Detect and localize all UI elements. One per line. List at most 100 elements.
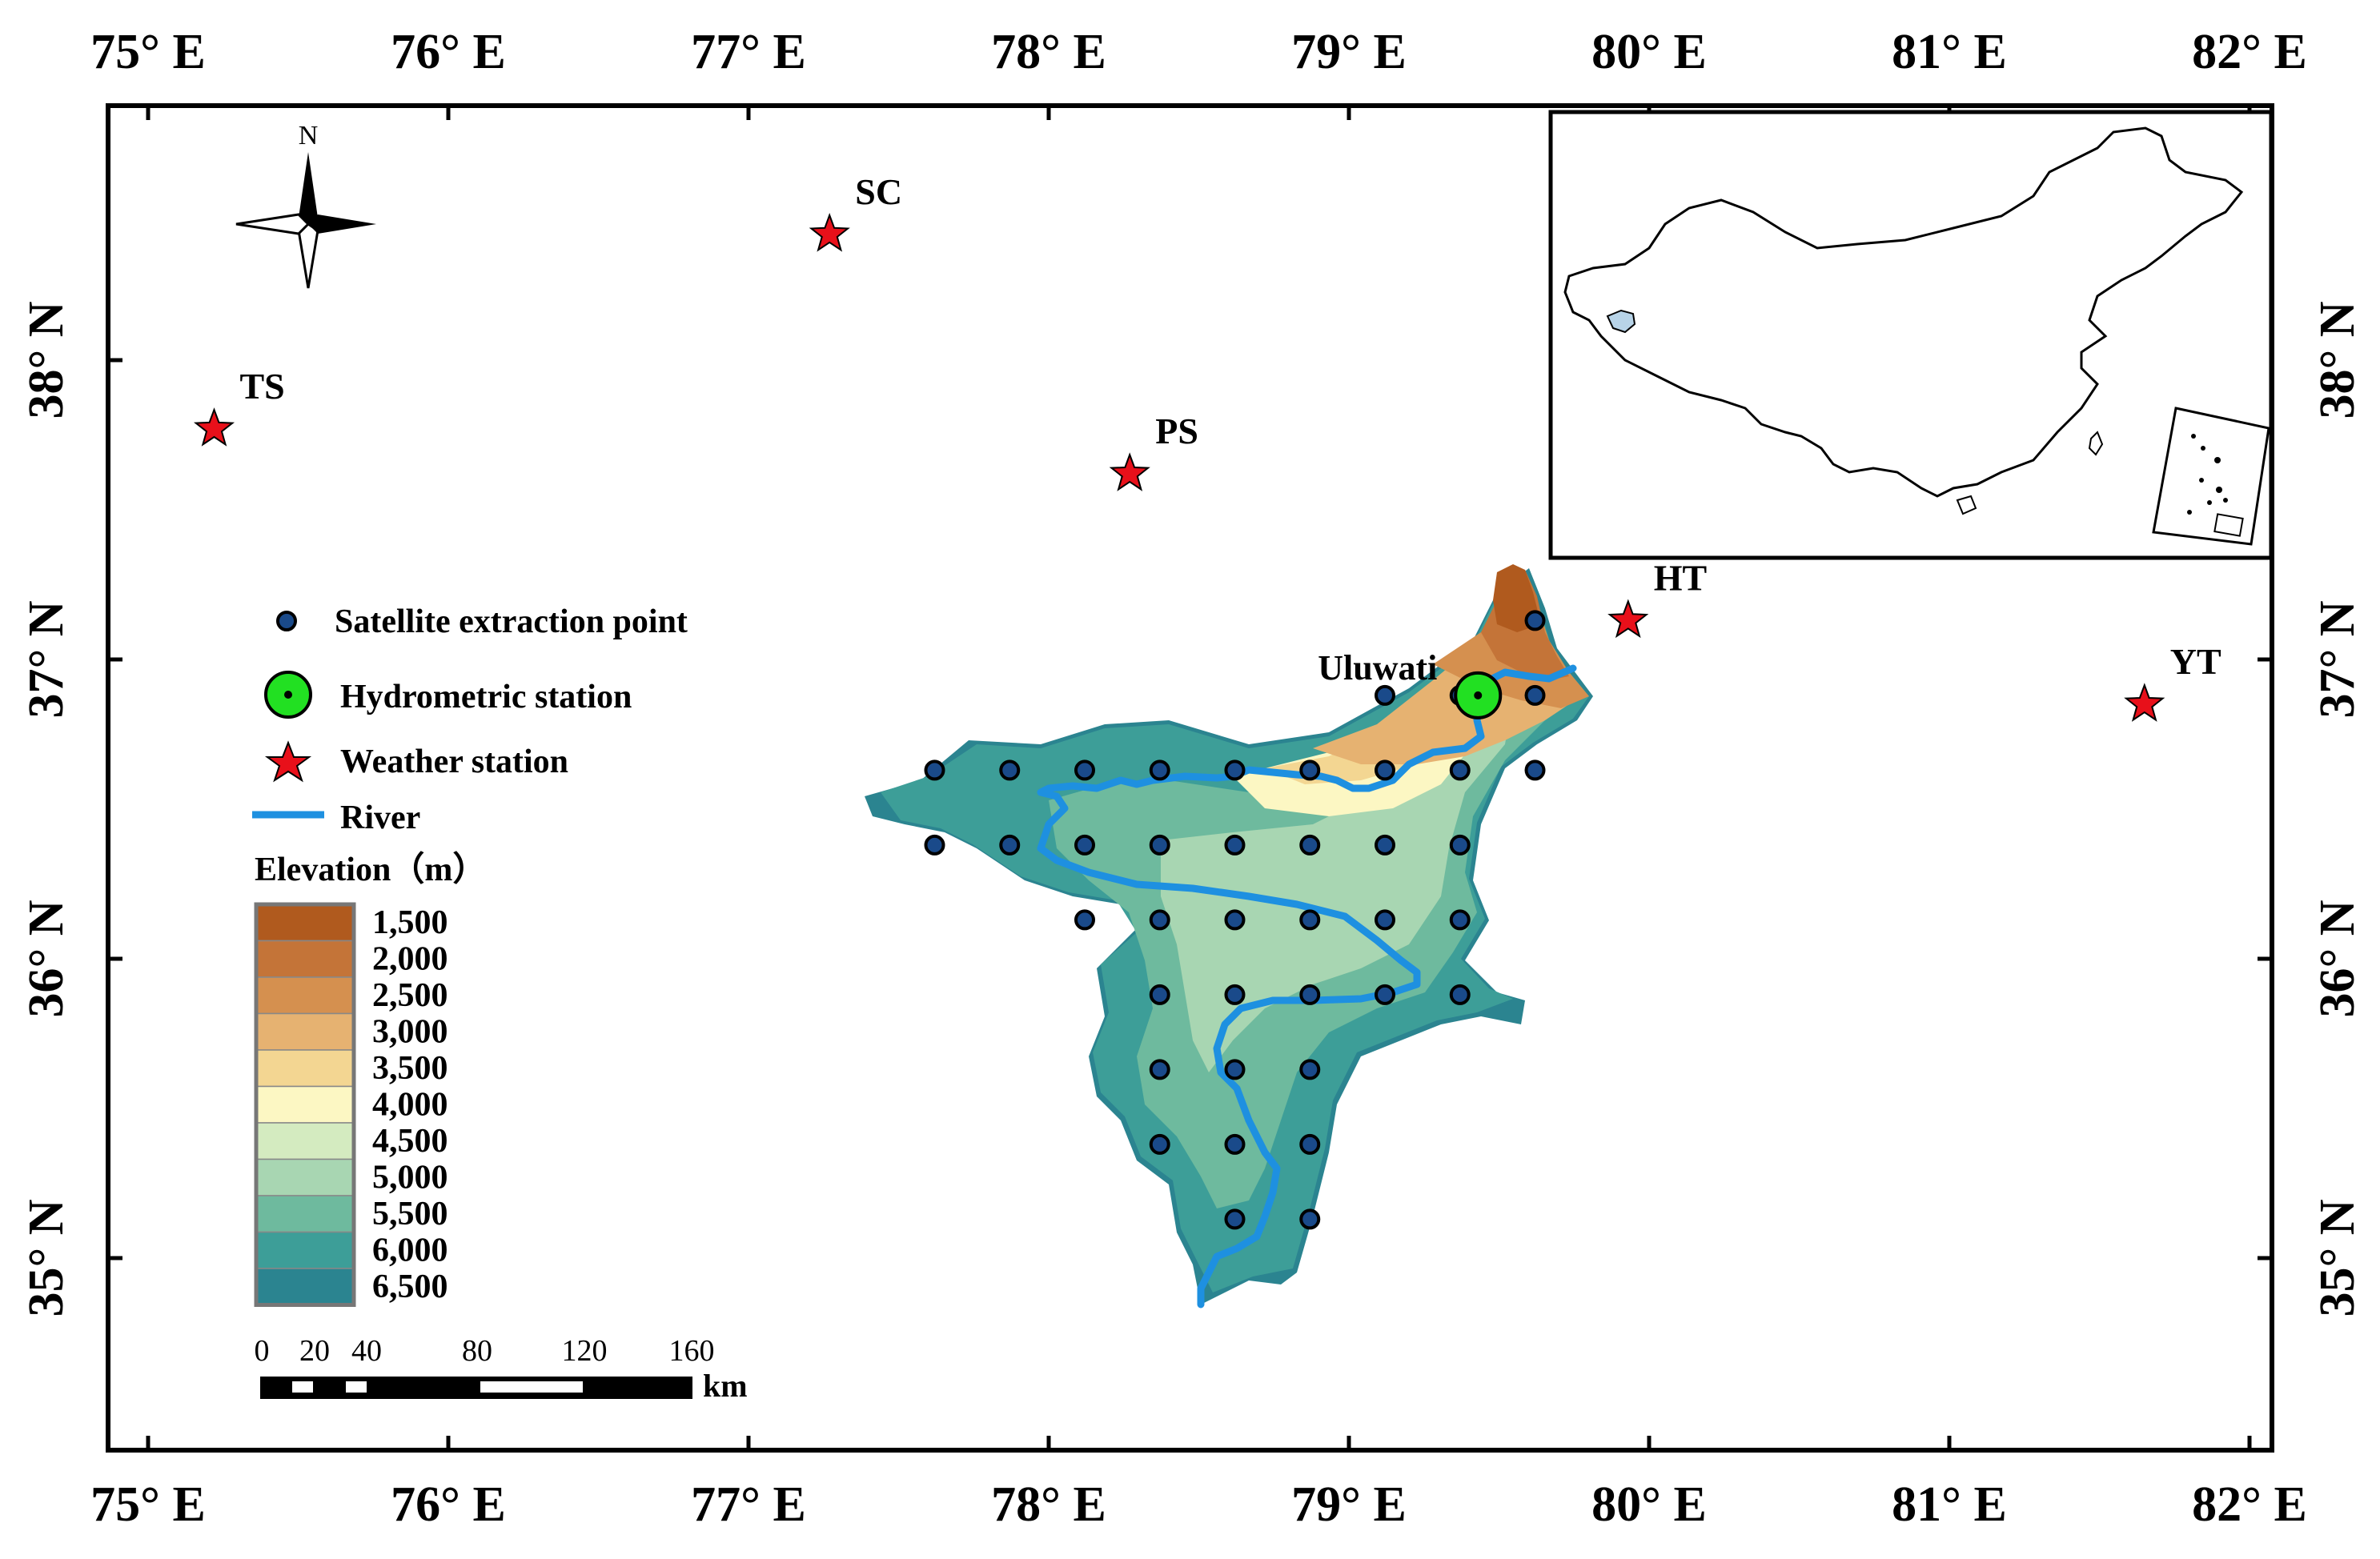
elevation-swatch [255,1012,355,1051]
satellite-point [1299,1133,1321,1155]
latitude-label-right: 36° N [2310,900,2365,1017]
scale-bar-ticks: 0 20 40 80 120 160 [255,1334,715,1368]
satellite-point [1375,684,1395,706]
satellite-point [1299,909,1321,931]
elevation-swatch [255,940,355,978]
elevation-swatch [255,1122,355,1160]
elevation-class-label: 6,500 [372,1268,448,1305]
weather-station-label: TS [240,366,285,407]
latitude-label-left: 38° N [19,301,74,419]
elevation-swatch [255,1231,355,1269]
scale-bar-unit: km [703,1368,748,1404]
longitude-label-top: 77° E [691,25,806,79]
satellite-point [1375,834,1395,856]
longitude-label-bottom: 79° E [1291,1477,1407,1532]
elevation-swatch [255,976,355,1015]
elevation-class-label: 4,000 [372,1087,448,1124]
longitude-label-top: 78° E [991,25,1106,79]
satellite-point [1375,909,1395,931]
elevation-swatch [255,904,355,942]
weather-stations: TS SC PS HT YT [193,171,2221,722]
longitude-label-top: 79° E [1291,25,1407,79]
legend-weather-symbol [264,740,312,783]
satellite-point [1449,759,1471,781]
satellite-point [1149,1133,1170,1155]
elevation-swatch [255,1268,355,1306]
elevation-swatch [255,1049,355,1088]
elevation-class-label: 3,000 [372,1014,448,1051]
satellite-point [1449,909,1471,931]
satellite-point [999,834,1021,856]
satellite-point [1449,984,1471,1005]
legend-hydrometric-label: Hydrometric station [340,679,632,715]
inset-taiwan [2088,431,2104,456]
scale-bar-tick-label: 160 [669,1334,715,1368]
elevation-class-label: 6,000 [372,1232,448,1269]
hydrometric-station-label: Uluwati [1318,648,1437,687]
longitude-label-top: 81° E [1892,25,2007,79]
weather-station-label: PS [1155,411,1198,451]
satellite-point [1224,1133,1246,1155]
satellite-point [1299,984,1321,1005]
legend-river-label: River [340,800,420,836]
latitude-label-left: 36° N [19,900,74,1017]
inset-hainan [1956,495,1977,515]
weather-station-star [1607,599,1649,639]
latitude-label-right: 38° N [2310,301,2365,419]
satellite-point [1074,759,1095,781]
longitude-label-bottom: 78° E [991,1477,1106,1532]
scale-bar: 0 20 40 80 120 160 km [255,1334,748,1404]
satellite-point [1524,610,1546,631]
longitude-label-bottom: 81° E [1892,1477,2007,1532]
longitude-label-bottom: 80° E [1591,1477,1707,1532]
inset-study-area [1606,309,1636,334]
satellite-points [924,610,1546,1230]
satellite-point [1224,834,1246,856]
north-arrow-label: N [299,121,319,150]
satellite-point [999,759,1021,781]
satellite-point [1299,1208,1321,1230]
latitude-label-left: 35° N [19,1199,74,1317]
scale-bar-tick-label: 80 [462,1334,492,1368]
satellite-point [1074,909,1095,931]
hydrometric-station-dot [1474,691,1483,699]
satellite-point [1224,759,1246,781]
inset-south-china-sea-box [2152,407,2270,546]
longitude-label-bottom: 82° E [2192,1477,2307,1532]
satellite-point [1224,909,1246,931]
elevation-class-label: 5,500 [372,1196,448,1232]
satellite-point [924,834,945,856]
elevation-class-label: 5,000 [372,1160,448,1196]
legend-weather-label: Weather station [340,743,568,780]
scale-bar-tick-label: 120 [562,1334,608,1368]
satellite-point [1074,834,1095,856]
legend-elevation-title: Elevation（m） [255,851,486,888]
longitude-label-top: 75° E [90,25,206,79]
scale-bar-seg-2 [346,1381,367,1393]
satellite-point [1149,984,1170,1005]
river [1037,664,1577,1309]
legend-satellite-symbol [276,611,297,631]
elevation-class-label: 3,500 [372,1050,448,1087]
north-arrow: N [235,121,376,289]
satellite-point [1224,1059,1246,1080]
satellite-point [1149,759,1170,781]
latitude-labels-right: 38° N 37° N 36° N 35° N [2310,301,2365,1317]
satellite-point [1299,759,1321,781]
scale-bar-outline [260,1377,692,1399]
weather-station-star [193,407,235,447]
longitude-label-bottom: 76° E [391,1477,506,1532]
elevation-class-label: 2,500 [372,977,448,1014]
elevation-swatch [255,1195,355,1233]
inset-map [1548,110,2274,560]
elevation-class-label: 4,500 [372,1123,448,1160]
scale-bar-tick-label: 20 [299,1334,330,1368]
longitude-label-top: 76° E [391,25,506,79]
elevation-swatch [255,1085,355,1124]
latitude-label-right: 35° N [2310,1199,2365,1317]
weather-station-label: YT [2170,641,2221,682]
weather-station-star [1109,452,1150,491]
satellite-point [1375,759,1395,781]
satellite-point [1299,834,1321,856]
